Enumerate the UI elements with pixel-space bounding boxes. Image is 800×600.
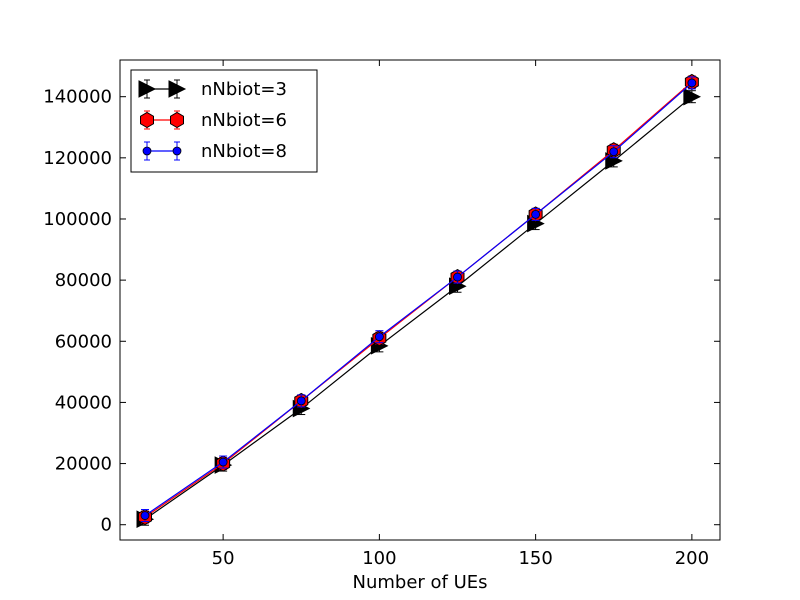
legend-item: nNbiot=3 <box>138 79 287 100</box>
data-point <box>531 209 541 219</box>
x-axis-title: Number of UEs <box>352 572 487 593</box>
legend: nNbiot=3 nNbiot=6 nNbiot=8 <box>130 69 318 173</box>
y-tick-label: 60000 <box>55 331 112 352</box>
data-point <box>453 272 462 282</box>
x-axis: 50 100 150 200 <box>212 60 709 569</box>
legend-label: nNbiot=6 <box>201 110 287 131</box>
legend-marker <box>138 80 157 98</box>
legend-item: nNbiot=6 <box>140 110 287 131</box>
legend-marker <box>170 111 184 129</box>
series-line <box>144 96 693 520</box>
data-point <box>140 511 150 520</box>
y-tick-label: 140000 <box>43 87 112 108</box>
y-axis: 0 20000 40000 60000 80000 100000 120000 140000 <box>43 87 720 536</box>
legend-label: nNbiot=3 <box>201 79 287 100</box>
y-tick-label: 120000 <box>43 148 112 169</box>
x-tick-label: 150 <box>518 548 552 569</box>
data-point <box>687 78 697 88</box>
legend-marker <box>172 146 182 156</box>
data-point <box>296 396 306 406</box>
data-point <box>218 457 228 467</box>
data-point <box>683 87 701 106</box>
data-point <box>374 332 384 342</box>
series-line <box>144 82 693 517</box>
x-tick-label: 50 <box>212 548 235 569</box>
legend-box <box>130 69 318 173</box>
legend-marker <box>142 146 152 156</box>
legend-item: nNbiot=8 <box>142 141 287 162</box>
x-tick-label: 100 <box>362 548 396 569</box>
data-point <box>609 147 619 157</box>
plot-frame <box>119 59 721 541</box>
y-tick-label: 100000 <box>43 209 112 230</box>
x-tick-label: 200 <box>675 548 709 569</box>
series-line <box>144 81 693 518</box>
y-tick-label: 40000 <box>55 392 112 413</box>
series-3 <box>140 76 697 523</box>
series-layer <box>136 73 701 529</box>
legend-marker <box>168 80 187 98</box>
legend-label: nNbiot=8 <box>201 141 287 162</box>
y-tick-label: 20000 <box>55 454 112 475</box>
y-tick-label: 80000 <box>55 270 112 291</box>
y-tick-label: 0 <box>101 515 112 536</box>
legend-marker <box>140 111 154 129</box>
